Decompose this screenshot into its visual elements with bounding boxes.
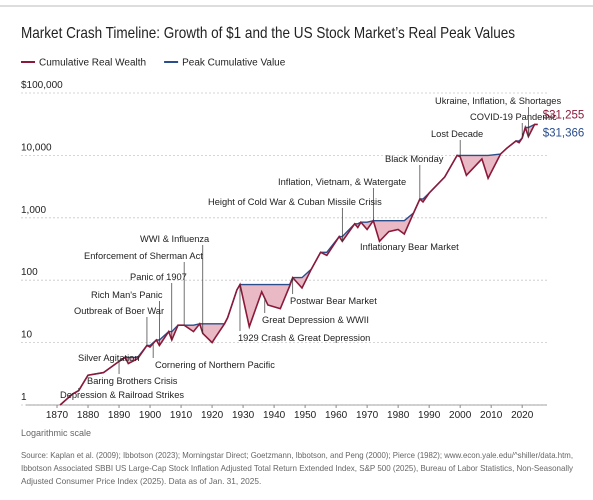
end-value-label: $31,255 (543, 110, 585, 122)
annotation-label: Baring Brothers Crisis (87, 376, 178, 386)
annotation-label: 1929 Crash & Great Depression (238, 333, 370, 343)
annotation-label: Enforcement of Sherman Act (84, 251, 203, 261)
annotation-label: Rich Man's Panic (91, 290, 163, 300)
annotation-label: Depression & Railroad Strikes (60, 390, 184, 400)
annotation-label: Black Monday (385, 154, 444, 164)
annotation-label: Ukraine, Inflation, & Shortages (435, 96, 561, 106)
x-tick-label: 2000 (449, 410, 472, 421)
source-line: Adjusted Consumer Price Index (2025). Da… (21, 476, 261, 486)
x-tick-label: 2010 (480, 410, 503, 421)
x-tick-label: 1940 (263, 410, 286, 421)
x-tick-label: 1970 (356, 410, 379, 421)
annotation-label: Lost Decade (431, 129, 483, 139)
x-tick-label: 1960 (325, 410, 348, 421)
annotation-label: Inflation, Vietnam, & Watergate (278, 177, 406, 187)
x-tick-label: 1880 (77, 410, 100, 421)
annotation-label: Panic of 1907 (130, 272, 187, 282)
annotation-label: Inflationary Bear Market (360, 242, 459, 252)
annotation-label: Postwar Bear Market (290, 296, 377, 306)
annotation-label: Height of Cold War & Cuban Missile Crisi… (208, 197, 382, 207)
x-tick-label: 1910 (170, 410, 193, 421)
y-tick-label: 10 (21, 330, 33, 341)
x-tick-label: 1920 (201, 410, 224, 421)
x-tick-label: 1900 (139, 410, 162, 421)
source-line: Source: Kaplan et al. (2009); Ibbotson (… (21, 450, 573, 460)
x-tick-label: 1890 (108, 410, 131, 421)
x-tick-label: 1980 (387, 410, 410, 421)
annotation-label: Silver Agitation (78, 353, 140, 363)
scale-note: Logarithmic scale (21, 428, 91, 438)
annotation-label: COVID-19 Pandemic (470, 112, 557, 122)
y-tick-label: $100,000 (21, 80, 63, 91)
y-tick-label: 10,000 (21, 142, 52, 153)
annotation-label: Great Depression & WWII (262, 315, 369, 325)
end-value-label: $31,366 (543, 127, 585, 139)
x-tick-label: 1930 (232, 410, 255, 421)
x-tick-label: 1990 (418, 410, 441, 421)
x-tick-label: 2020 (511, 410, 534, 421)
legend-label: Cumulative Real Wealth (39, 58, 146, 69)
x-tick-label: 1870 (46, 410, 69, 421)
chart-title: Market Crash Timeline: Growth of $1 and … (21, 25, 515, 42)
x-tick-label: 1950 (294, 410, 317, 421)
legend-label: Peak Cumulative Value (182, 58, 286, 69)
y-tick-label: 1 (21, 392, 27, 403)
series-line (59, 123, 538, 406)
annotation-label: Outbreak of Boer War (74, 306, 164, 316)
annotation-label: WWI & Influenza (140, 234, 210, 244)
source-line: Ibbotson Associated SBBI US Large-Cap St… (21, 463, 574, 473)
annotation-label: Cornering of Northern Pacific (155, 360, 275, 370)
y-tick-label: 1,000 (21, 205, 46, 216)
y-tick-label: 100 (21, 267, 38, 278)
